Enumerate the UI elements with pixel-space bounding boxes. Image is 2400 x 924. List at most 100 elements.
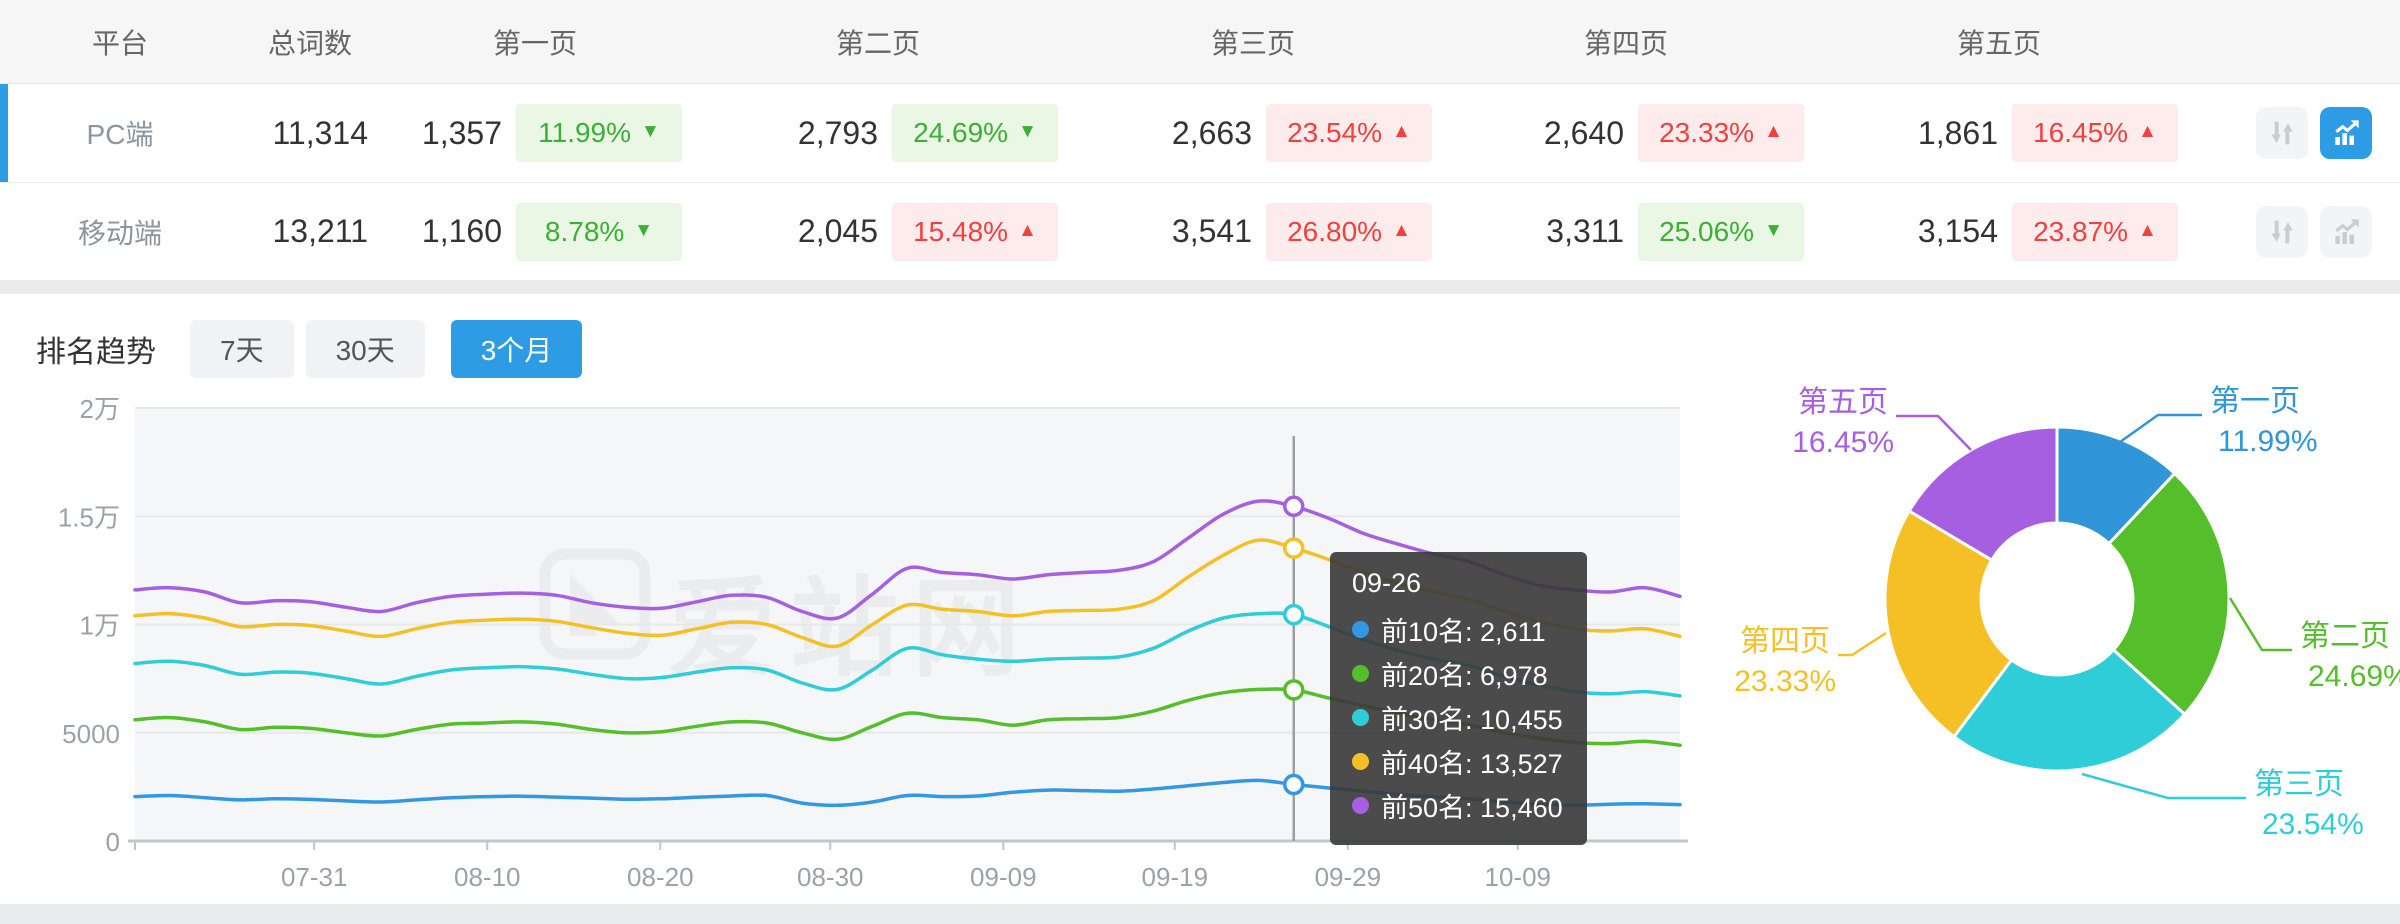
table-header-row: 平台 总词数 第一页 第二页 第三页 第四页 第五页: [0, 0, 2400, 84]
tooltip-item: 前50名: 15,460: [1352, 783, 1563, 827]
series-color-dot: [1352, 796, 1369, 814]
y-axis-label: 1万: [80, 611, 120, 641]
crosshair-marker-前50名: [1283, 495, 1305, 518]
range-button-30d[interactable]: 30天: [305, 320, 425, 378]
x-axis-label: 08-10: [454, 862, 521, 892]
arrow-down-icon: ▼: [641, 121, 660, 142]
page-bottom-margin: [0, 904, 2400, 922]
trend-chart-button[interactable]: [2320, 107, 2372, 159]
y-axis-label: 2万: [80, 394, 120, 424]
series-color-dot: [1352, 664, 1369, 682]
donut-label-name: 第五页: [1798, 386, 1888, 419]
x-axis-label: 09-29: [1315, 862, 1382, 892]
sort-button[interactable]: [2256, 205, 2308, 258]
series-color-dot: [1352, 752, 1369, 770]
arrow-up-icon: ▲: [1018, 219, 1037, 241]
page-2-cell: 2,045 15.48% ▲: [690, 202, 1066, 261]
crosshair-marker-前10名: [1283, 773, 1305, 796]
page-count-value: 2,663: [1171, 114, 1252, 151]
donut-label-pct: 23.54%: [2262, 808, 2364, 841]
section-divider: [0, 280, 2400, 294]
page-change-badge: 23.87% ▲: [2012, 202, 2178, 261]
series-color-dot: [1352, 620, 1369, 638]
series-line-前50名: [133, 499, 1682, 621]
trend-chart-icon: [2335, 120, 2359, 145]
page-change-badge: 8.78% ▼: [516, 202, 682, 261]
page-change-badge: 23.33% ▲: [1638, 104, 1804, 162]
col-header-page4: 第四页: [1583, 27, 1668, 59]
donut-label-leader: [2119, 413, 2202, 444]
page-2-cell: 2,793 24.69% ▼: [690, 104, 1066, 162]
col-header-page1: 第一页: [492, 27, 577, 59]
tooltip-item-text: 前50名: 15,460: [1381, 792, 1563, 823]
donut-slice-第三页[interactable]: [1951, 647, 2187, 773]
tooltip-date: 09-26: [1352, 568, 1422, 598]
table-row-pc[interactable]: PC端 11,314 1,357 11.99% ▼ 2,793 24.69% ▼ 2,663…: [0, 84, 2400, 182]
x-axis-label: 08-20: [627, 862, 694, 892]
donut-label-pct: 24.69%: [2308, 660, 2400, 693]
sort-arrows-icon: [2271, 121, 2293, 145]
y-axis-label: 1.5万: [58, 502, 120, 532]
col-header-platform: 平台: [91, 27, 148, 59]
y-axis-label: 0: [106, 827, 120, 857]
col-header-total-words: 总词数: [267, 27, 352, 59]
x-axis-label: 07-31: [281, 862, 348, 892]
x-axis-label: 10-09: [1485, 862, 1552, 892]
sort-button[interactable]: [2256, 107, 2308, 159]
tooltip-item: 前30名: 10,455: [1352, 695, 1563, 739]
donut-slice-第二页[interactable]: [2106, 471, 2231, 717]
tooltip-item-text: 前20名: 6,978: [1381, 660, 1548, 691]
page-distribution-donut-chart[interactable]: 第一页 11.99% 第二页 24.69% 第三页 23.54% 第四页 23.33% 第五页 1…: [1700, 358, 2400, 878]
trend-chart-icon: [2335, 218, 2359, 244]
platform-label: PC端: [86, 119, 154, 150]
trend-chart-button[interactable]: [2320, 205, 2372, 258]
page-count-value: 3,541: [1171, 213, 1252, 249]
page-5-cell: 3,154 23.87% ▲: [1812, 202, 2186, 261]
chart-tooltip: 09-26 前10名: 2,611 前20名: 6,978 前30名: 10,455…: [1330, 552, 1587, 845]
total-words-value: 11,314: [272, 114, 369, 151]
svg-text:爱站网: 爱站网: [668, 568, 1034, 689]
tooltip-item: 前20名: 6,978: [1352, 651, 1563, 695]
arrow-down-icon: ▼: [634, 219, 654, 241]
range-button-3m[interactable]: 3个月: [450, 320, 583, 378]
page-change-badge: 24.69% ▼: [892, 104, 1058, 162]
page-count-value: 2,045: [797, 213, 878, 249]
donut-label-leader: [2081, 772, 2246, 800]
donut-label-name: 第一页: [2210, 385, 2300, 418]
arrow-down-icon: ▼: [1764, 219, 1783, 241]
series-color-dot: [1352, 708, 1369, 726]
page-1-cell: 1,160 8.78% ▼: [380, 202, 690, 261]
donut-slice-第五页[interactable]: [1907, 425, 2059, 563]
donut-label-pct: 11.99%: [2218, 425, 2318, 458]
row-actions: [2186, 107, 2400, 159]
donut-label-leader: [1838, 631, 1887, 657]
range-button-7d[interactable]: 7天: [190, 320, 294, 378]
tooltip-item-text: 前10名: 2,611: [1381, 616, 1546, 647]
page-count-value: 3,154: [1917, 213, 1998, 249]
page-3-cell: 2,663 23.54% ▲: [1066, 104, 1440, 162]
page-1-cell: 1,357 11.99% ▼: [380, 104, 690, 162]
page-count-value: 1,357: [421, 114, 502, 151]
donut-label-pct: 16.45%: [1792, 426, 1894, 459]
arrow-down-icon: ▼: [1018, 121, 1037, 142]
donut-label-name: 第二页: [2300, 620, 2390, 653]
rank-table: 平台 总词数 第一页 第二页 第三页 第四页 第五页 PC端 11,314 1,35…: [0, 0, 2400, 280]
donut-label-name: 第四页: [1740, 625, 1830, 658]
page-count-value: 3,311: [1546, 213, 1624, 249]
arrow-up-icon: ▲: [1392, 219, 1411, 241]
crosshair-marker-前30名: [1283, 603, 1305, 626]
sort-arrows-icon: [2271, 220, 2293, 243]
tooltip-item-text: 前30名: 10,455: [1381, 704, 1563, 735]
rank-trend-section: 排名趋势 7天 30天 3个月 爱站网 0 5000 1万 1.5万 2万 07-31 08-…: [0, 294, 2400, 904]
donut-slice-第四页[interactable]: [1883, 508, 2014, 739]
tooltip-item: 前40名: 13,527: [1352, 739, 1563, 783]
tooltip-item-text: 前40名: 13,527: [1381, 748, 1563, 779]
col-header-page2: 第二页: [835, 27, 920, 59]
y-axis-label: 5000: [62, 719, 120, 749]
page-change-badge: 15.48% ▲: [892, 202, 1058, 261]
row-actions: [2186, 205, 2400, 258]
table-body: PC端 11,314 1,357 11.99% ▼ 2,793 24.69% ▼ 2,663…: [0, 84, 2400, 280]
tooltip-item: 前10名: 2,611: [1352, 607, 1563, 651]
table-row-mobile[interactable]: 移动端 13,211 1,160 8.78% ▼ 2,045 15.48% ▲ 3,541 2…: [0, 182, 2400, 280]
